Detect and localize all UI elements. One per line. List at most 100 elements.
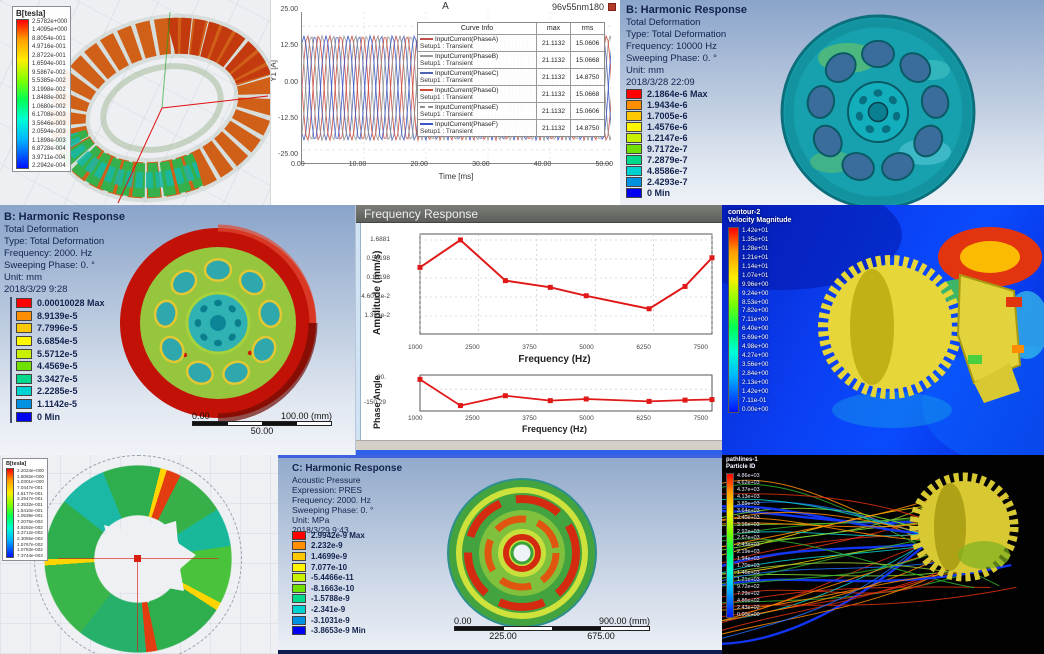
scale-ruler: 0.00 100.00 (mm) 50.00	[192, 411, 332, 436]
scale-swatch	[16, 386, 32, 397]
legend-value: 3.64e+03	[737, 507, 760, 514]
legend-value: 3.2947e-001	[17, 496, 43, 502]
colorbar	[6, 468, 14, 558]
deformation-scale: 0.00010028 Max 8.9139e-5 7.7996e-5	[10, 297, 105, 423]
scale-row: 1.2147e-6	[626, 132, 708, 143]
legend-value: 9.24e+00	[742, 289, 769, 297]
legend-name: pathlines-1	[726, 457, 758, 463]
legend-value: 2.67e+03	[737, 535, 760, 542]
scale-swatch	[626, 132, 642, 143]
col-max: max	[536, 23, 570, 34]
axis-x	[161, 95, 269, 109]
tick-label: -12.50	[278, 114, 298, 122]
legend-value: 3.3712e-002	[17, 530, 43, 536]
scale-value: 1.9434e-6	[647, 99, 688, 110]
scale-row: -8.1663e-10	[292, 583, 366, 594]
result-line: Sweeping Phase: 0. °	[292, 505, 374, 515]
crosshair-vertical	[137, 559, 138, 651]
scale-swatch	[16, 310, 32, 321]
legend-value: 7.11e-01	[742, 396, 767, 404]
line-sample-icon	[420, 38, 433, 41]
scale-ruler: 0.00 900.00 (mm) 225.00 675.00	[454, 616, 650, 641]
legend-title: B[tesla]	[6, 461, 27, 467]
table-row[interactable]: InputCurrent(PhaseC) Setup1 : Transient …	[418, 68, 604, 85]
panel-acoustic-pressure: C: Harmonic Response Acoustic Pressure Ex…	[278, 455, 722, 654]
curve-setup: Setup1 : Transient	[420, 77, 473, 84]
scale-value: 5.5712e-5	[37, 348, 78, 359]
window-title-bar[interactable]: Frequency Response	[356, 205, 722, 223]
table-row[interactable]: InputCurrent(PhaseA) Setup1 : Transient …	[418, 34, 604, 51]
scale-value: 7.2879e-7	[647, 154, 688, 165]
phase-x-ticks: 1000 2500 3750 5000 6250 7500	[408, 415, 708, 422]
legend-value: 4.8177e-001	[17, 490, 43, 496]
panel-frequency-response: Frequency Response Amplitude (mm/s) 1.68…	[355, 205, 722, 455]
legend-quantity: Particle ID	[726, 464, 756, 470]
curve-setup: Setup1 : Transient	[420, 94, 473, 101]
scale-swatch	[292, 615, 306, 625]
line-sample-icon	[420, 55, 433, 58]
particle-legend: pathlines-1 Particle ID 4.86e+03 4.62e+03…	[726, 457, 760, 618]
scale-row: 2.4293e-7	[626, 176, 708, 187]
streamlines	[722, 479, 1017, 645]
tick-label: 7500	[693, 344, 708, 351]
scale-value: 3.3427e-5	[37, 373, 78, 384]
scale-swatch	[16, 348, 32, 359]
legend-value: 1.28e+01	[742, 244, 769, 252]
scale-value: -3.1031e-9	[311, 615, 350, 625]
tick-label: 6250	[636, 344, 651, 351]
legend-value: 5.5385e-002	[32, 78, 66, 85]
scale-swatch	[626, 110, 642, 121]
frequency-axis-label: Frequency (Hz)	[518, 354, 591, 365]
scale-swatch	[626, 154, 642, 165]
scale-swatch	[16, 323, 32, 334]
panel-harmonic-response-10000hz: B: Harmonic Response Total Deformation Ty…	[620, 0, 1044, 205]
ruler-min: 0.00	[192, 411, 210, 421]
taskbar-strip	[356, 450, 722, 455]
curve-info-table: Curve Info max rms InputCurrent(PhaseA) …	[417, 22, 605, 137]
result-title: C: Harmonic Response	[292, 463, 403, 474]
scale-row: 1.9434e-6	[626, 99, 708, 110]
scale-row: -1.5788e-9	[292, 594, 366, 605]
curve-name: InputCurrent(PhaseE)	[435, 104, 499, 111]
scale-rows: 2.1864e-6 Max 1.9434e-6 1.7005e-6	[626, 88, 708, 198]
table-row[interactable]: InputCurrent(PhaseE) Setup1 : Transient …	[418, 102, 604, 119]
scale-swatch	[16, 298, 32, 309]
legend-value: 4.86e+02	[737, 597, 760, 604]
tick-label: -25.00	[278, 151, 298, 158]
legend-value: 1.94e+03	[737, 556, 760, 563]
line-sample-icon	[420, 106, 433, 109]
tick-label: 12.50	[280, 42, 298, 50]
scale-value: 0.00010028 Max	[37, 298, 105, 309]
scale-row: 2.2285e-5	[16, 385, 105, 398]
legend-value: 7.3744e-003	[17, 552, 43, 558]
scale-row: 0.00010028 Max	[16, 297, 105, 310]
curve-rms: 14.8750	[570, 69, 604, 85]
table-row[interactable]: InputCurrent(PhaseD) Setup1 : Transient …	[418, 85, 604, 102]
colorbar	[726, 473, 734, 618]
curve-name: InputCurrent(PhaseD)	[435, 87, 499, 94]
legend-value: 9.96e+00	[742, 280, 769, 288]
tick-label: 3750	[522, 415, 537, 422]
result-line: Frequency: 2000. Hz	[292, 495, 371, 505]
legend-value: 1.6594e-001	[32, 61, 66, 68]
legend-value: 8.8054e-001	[32, 35, 66, 42]
curve-max: 21.1132	[536, 103, 570, 119]
result-title: B: Harmonic Response	[626, 4, 748, 16]
legend-value: 6.8728e-004	[32, 146, 66, 153]
table-row[interactable]: InputCurrent(PhaseF) Setup1 : Transient …	[418, 119, 604, 136]
result-line: Frequency: 2000. Hz	[4, 248, 93, 259]
scale-row: 9.7172e-7	[626, 143, 708, 154]
legend-value: 1.42e+00	[742, 387, 769, 395]
center-marker	[134, 555, 141, 562]
table-row[interactable]: InputCurrent(PhaseB) Setup1 : Transient …	[418, 51, 604, 68]
legend-value: 4.9292e-002	[17, 524, 43, 530]
legend-values: 2.2024e+000 1.5062e+000 1.0301e+000 7.0447e…	[17, 468, 44, 558]
x-axis-label: Time [ms]	[438, 172, 474, 181]
panel-particle-pathlines: pathlines-1 Particle ID 4.86e+03 4.62e+03…	[722, 455, 1044, 654]
legend-value: 4.98e+00	[742, 343, 769, 351]
scale-swatch	[626, 165, 642, 176]
legend-value: 1.4095e+000	[32, 27, 68, 34]
scale-swatch	[292, 573, 306, 583]
scale-value: 7.077e-10	[311, 562, 348, 572]
col-rms: rms	[570, 23, 604, 34]
